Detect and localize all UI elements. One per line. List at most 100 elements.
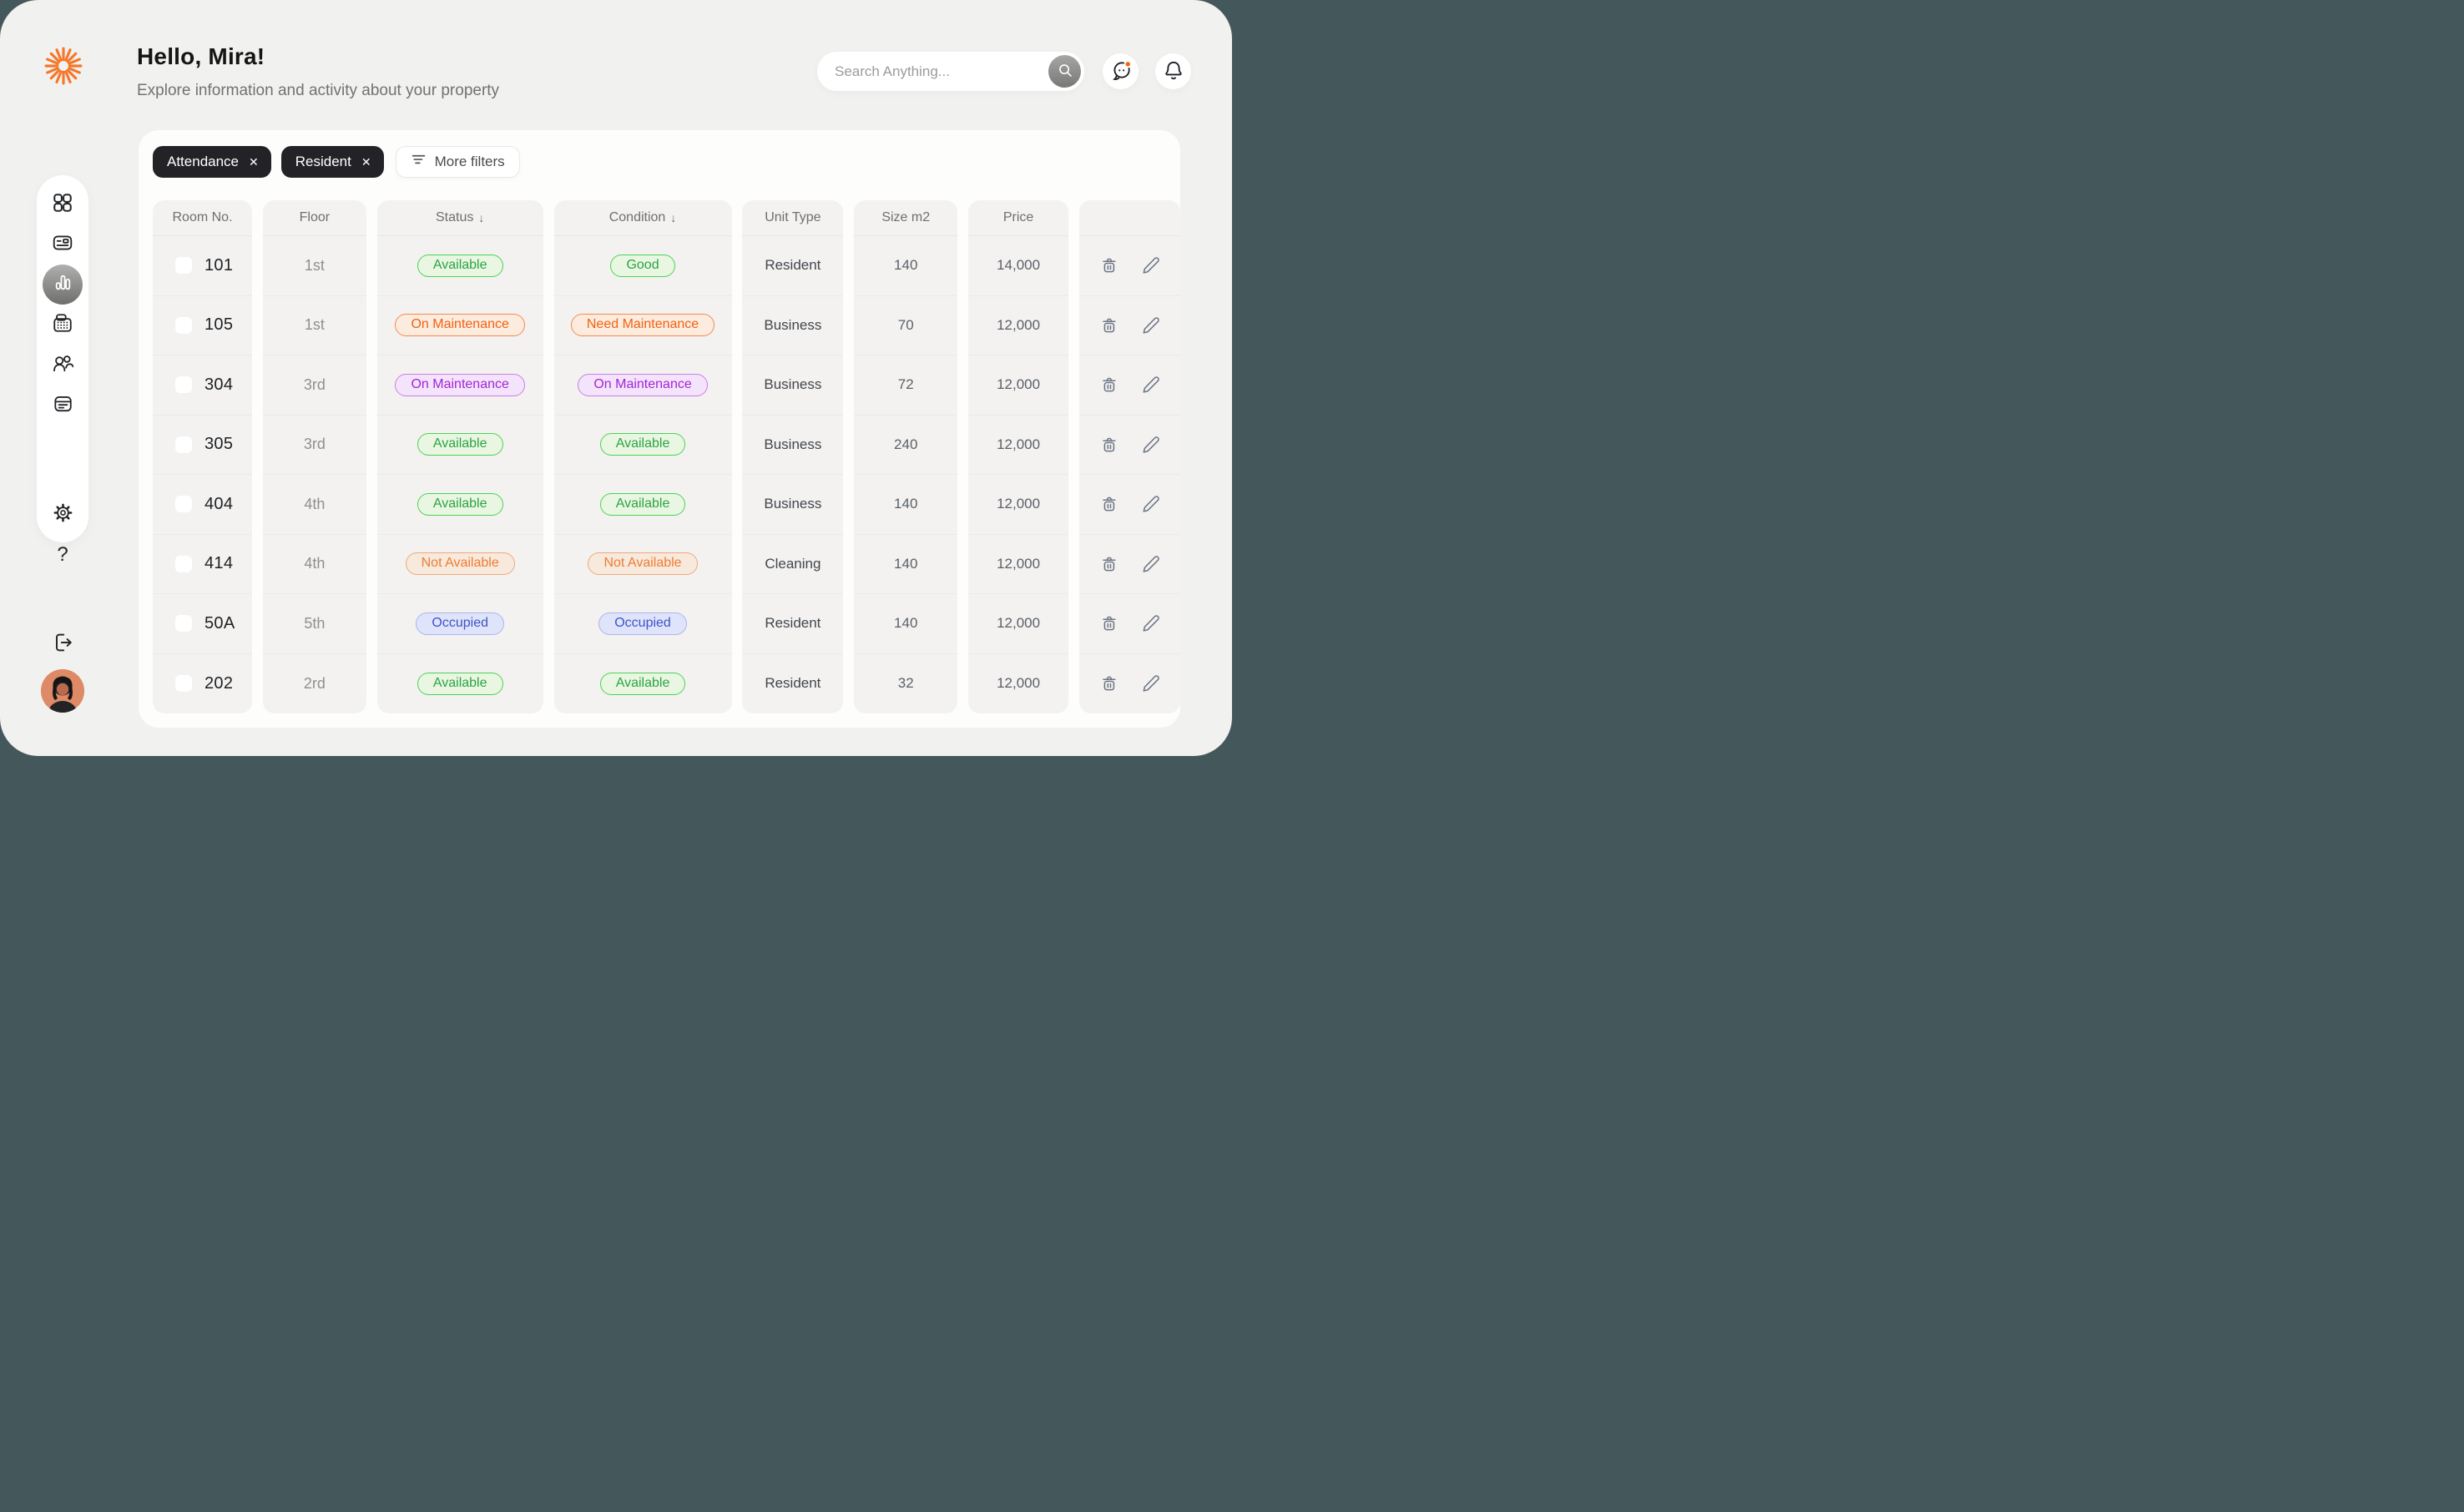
more-filters-label: More filters [434,154,505,169]
edit-row-button[interactable] [1141,255,1161,275]
delete-row-button[interactable] [1098,315,1118,335]
delete-row-button[interactable] [1098,255,1118,275]
sidebar-item-tenants[interactable] [43,345,83,385]
logout-button[interactable] [37,631,88,658]
column-room-no: Room No. 101 105 304 305 404 414 50A 202 [153,200,252,713]
more-filters-button[interactable]: More filters [395,146,520,178]
delete-row-button[interactable] [1098,673,1118,693]
actions-cell [1078,355,1180,416]
condition-badge: On Maintenance [578,373,708,396]
delete-row-button[interactable] [1098,375,1118,395]
column-header-unit-type: Unit Type [742,200,844,236]
condition-badge: Available [599,433,686,456]
condition-cell: Occupied [553,594,732,654]
column-floor: Floor 1st 1st 3rd 3rd 4th 4th 5th 2rd [262,200,366,713]
column-header-condition[interactable]: Condition ↓ [553,200,732,236]
delete-row-button[interactable] [1098,613,1118,633]
edit-row-button[interactable] [1141,554,1161,574]
bar-chart-icon [53,272,73,297]
messages-button[interactable] [1103,53,1139,89]
condition-cell: Not Available [553,535,732,594]
column-header-label: Status [436,210,474,224]
room-cell: 101 [153,236,252,296]
price-cell: 14,000 [968,236,1069,296]
edit-row-button[interactable] [1141,494,1161,514]
app-window: ? Hello, Mira! Explore information and a… [0,0,1232,756]
building-icon [52,312,73,338]
sidebar-item-cards[interactable] [43,224,83,265]
room-number: 101 [204,255,234,275]
condition-cell: Need Maintenance [553,296,732,355]
room-number: 404 [204,494,234,513]
search-input[interactable] [817,63,1048,80]
column-header-status[interactable]: Status ↓ [376,200,543,236]
row-checkbox[interactable] [175,675,192,693]
unit-type-cell: Resident [765,675,821,692]
delete-row-button[interactable] [1098,554,1118,574]
page-header: Hello, Mira! Explore information and act… [137,43,499,100]
unit-type-cell: Business [742,296,844,355]
status-badge: On Maintenance [395,373,525,396]
row-checkbox[interactable] [175,257,192,275]
floor-cell: 1st [262,296,366,355]
row-checkbox[interactable] [175,615,192,633]
column-price: Price 14,000 12,000 12,000 12,000 12,000… [968,200,1069,713]
room-cell: 414 [153,535,252,594]
user-avatar[interactable] [41,669,84,713]
delete-row-button[interactable] [1098,494,1118,514]
logout-icon [51,631,74,658]
filter-chip-row: Attendance ✕ Resident ✕ More filters [153,146,520,178]
search-button[interactable] [1048,55,1081,88]
room-number: 414 [204,554,234,573]
row-checkbox[interactable] [175,376,192,394]
sidebar-item-dashboard[interactable] [43,184,83,224]
row-checkbox[interactable] [175,555,192,572]
notifications-button[interactable] [1155,53,1191,89]
edit-row-button[interactable] [1141,315,1161,335]
status-badge: Available [417,433,503,456]
sidebar-item-schedule[interactable] [43,385,83,425]
size-cell: 140 [854,535,958,594]
filter-chip-attendance[interactable]: Attendance ✕ [153,146,271,178]
unit-type-cell: Cleaning [742,535,844,594]
size-cell: 240 [854,416,958,475]
room-cell: 50A [153,594,252,654]
price-cell: 12,000 [968,475,1069,535]
sidebar: ? [37,175,88,566]
condition-badge: Need Maintenance [570,314,715,337]
row-checkbox[interactable] [175,316,192,334]
chat-bubble-icon [1110,59,1132,83]
gear-icon [53,502,73,527]
row-checkbox[interactable] [175,436,192,453]
sidebar-item-analytics-active[interactable] [43,265,83,305]
price-cell: 12,000 [968,355,1069,416]
column-header-label: Room No. [172,210,233,224]
price-cell: 12,000 [968,594,1069,654]
sidebar-item-help[interactable]: ? [43,535,83,575]
close-icon[interactable]: ✕ [361,154,371,169]
condition-cell: Available [553,475,732,535]
size-cell: 140 [854,236,958,296]
condition-cell: Good [553,236,732,296]
sidebar-item-settings[interactable] [43,495,83,535]
filter-chip-resident[interactable]: Resident ✕ [280,146,384,178]
sidebar-item-property[interactable] [43,305,83,345]
id-card-icon [52,232,73,258]
status-cell: Available [377,654,543,714]
edit-row-button[interactable] [1141,673,1161,693]
column-header-label: Unit Type [765,210,821,224]
edit-row-button[interactable] [1141,375,1161,395]
search-bar [817,52,1084,91]
actions-cell [1078,594,1180,654]
room-number: 304 [204,375,234,394]
close-icon[interactable]: ✕ [249,154,259,169]
question-mark-icon: ? [57,543,68,566]
edit-row-button[interactable] [1141,435,1161,455]
delete-row-button[interactable] [1098,435,1118,455]
status-cell: Available [376,236,543,296]
sort-arrow-icon: ↓ [670,211,677,224]
column-header-label: Size m2 [881,210,931,224]
unit-type-cell: Resident [742,594,844,654]
row-checkbox[interactable] [175,496,192,513]
edit-row-button[interactable] [1141,613,1161,633]
